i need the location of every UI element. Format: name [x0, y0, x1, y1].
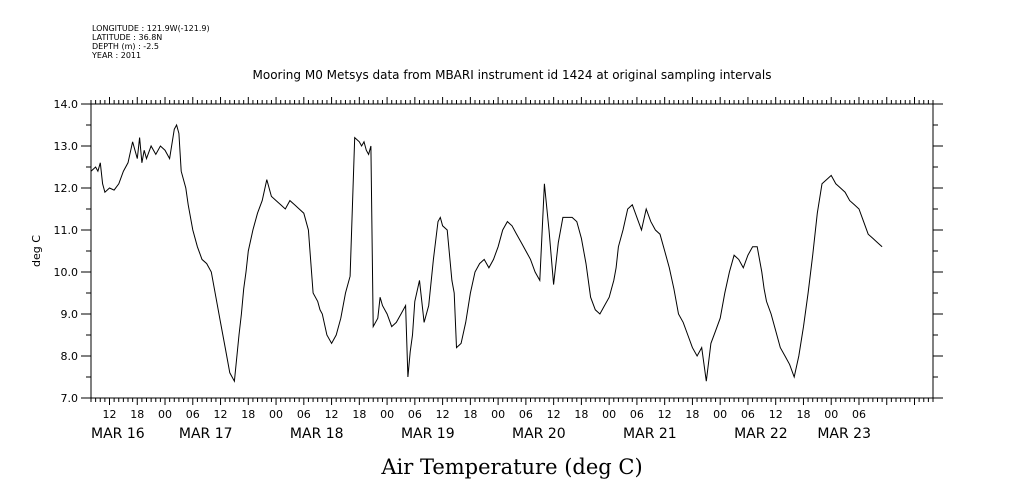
air-temperature-line — [90, 123, 883, 383]
x-axis-label: Air Temperature (deg C) — [380, 455, 642, 479]
x-hour-label: 00 — [269, 408, 283, 421]
x-hour-label: 12 — [547, 408, 561, 421]
x-date-label: MAR 20 — [512, 426, 566, 442]
y-tick-label: 11.0 — [54, 224, 79, 237]
x-hour-label: 06 — [408, 408, 422, 421]
x-date-label: MAR 21 — [623, 426, 677, 442]
chart-title: Mooring M0 Metsys data from MBARI instru… — [253, 68, 772, 82]
x-date-label: MAR 18 — [290, 426, 344, 442]
x-hour-label: 12 — [325, 408, 339, 421]
y-tick-label: 13.0 — [54, 140, 79, 153]
header-longitude: LONGITUDE : 121.9W(-121.9) — [92, 24, 210, 33]
x-hour-label: 18 — [241, 408, 255, 421]
x-axis: 12 18 00 06 12 18 00 06 12 18 00 06 12 18 00 06 12 18 00 06… — [90, 97, 934, 442]
y-axis-label: deg C — [30, 235, 43, 267]
x-hour-label: 12 — [214, 408, 228, 421]
header-latitude: LATITUDE : 36.8N — [92, 33, 162, 42]
x-hour-label: 12 — [436, 408, 450, 421]
y-tick-label: 10.0 — [54, 266, 79, 279]
x-hour-label: 06 — [741, 408, 755, 421]
x-hour-label: 12 — [658, 408, 672, 421]
x-hour-label: 00 — [380, 408, 394, 421]
y-tick-label: 9.0 — [61, 308, 79, 321]
x-date-label: MAR 16 — [91, 426, 145, 442]
x-hour-label: 00 — [158, 408, 172, 421]
x-date-label: MAR 19 — [401, 426, 455, 442]
x-date-label: MAR 23 — [817, 426, 871, 442]
x-hour-label: 18 — [130, 408, 144, 421]
x-hour-label: 18 — [685, 408, 699, 421]
x-hour-label: 18 — [463, 408, 477, 421]
y-tick-label: 14.0 — [54, 98, 79, 111]
x-hour-label: 00 — [713, 408, 727, 421]
x-date-label: MAR 22 — [734, 426, 788, 442]
x-hour-label: 18 — [574, 408, 588, 421]
x-hour-label: 00 — [824, 408, 838, 421]
y-tick-label: 7.0 — [61, 392, 79, 405]
x-date-label: MAR 17 — [179, 426, 233, 442]
x-hour-label: 00 — [602, 408, 616, 421]
x-hour-label: 06 — [852, 408, 866, 421]
x-hour-label: 00 — [491, 408, 505, 421]
x-hour-label: 06 — [297, 408, 311, 421]
x-hour-label: 06 — [519, 408, 533, 421]
y-tick-label: 8.0 — [61, 350, 79, 363]
y-axis: 7.0 8.0 9.0 10.0 11.0 12.0 13.0 14.0 — [54, 98, 943, 405]
header-depth: DEPTH (m) : -2.5 — [92, 42, 159, 51]
x-hour-label: 12 — [769, 408, 783, 421]
x-hour-label: 18 — [796, 408, 810, 421]
plot-frame — [90, 103, 934, 399]
header-year: YEAR : 2011 — [91, 51, 141, 60]
x-hour-label: 06 — [186, 408, 200, 421]
x-hour-label: 06 — [630, 408, 644, 421]
y-tick-label: 12.0 — [54, 182, 79, 195]
x-hour-label: 12 — [103, 408, 117, 421]
x-hour-label: 18 — [352, 408, 366, 421]
